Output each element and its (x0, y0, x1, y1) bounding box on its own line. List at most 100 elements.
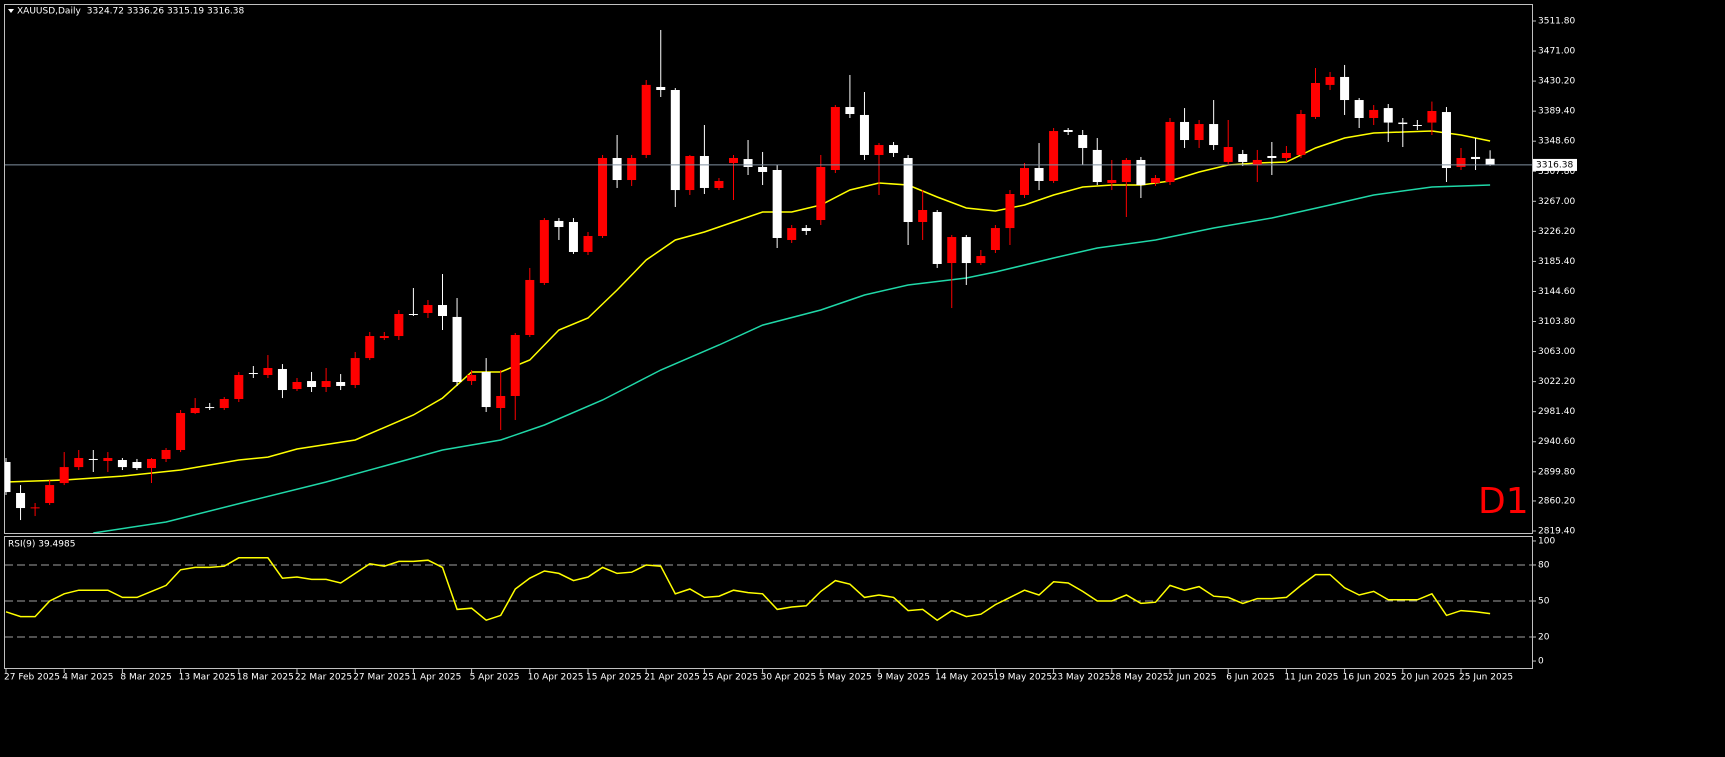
collapse-icon[interactable] (8, 9, 14, 13)
price-line-box (1533, 158, 1577, 171)
candle-body (1209, 124, 1219, 146)
candle-body (699, 156, 709, 188)
candle-body (816, 166, 826, 221)
candle-body (889, 145, 899, 153)
candle-body (423, 305, 433, 313)
candle-body (830, 107, 840, 170)
candle-body (1252, 159, 1262, 165)
x-tick-label: 27 Feb 2025 (4, 673, 60, 683)
candle-body (1078, 135, 1088, 148)
candle-body (1369, 109, 1379, 118)
candle-body (1092, 149, 1102, 183)
candle-body (438, 305, 447, 316)
candle-body (976, 256, 986, 264)
x-tick-label: 25 Apr 2025 (702, 673, 758, 683)
candle-body (394, 314, 404, 337)
candle-body (321, 381, 331, 388)
candle-body (59, 467, 69, 484)
candle-body (190, 407, 200, 414)
ohlc-readout: 3324.72 3336.26 3315.19 3316.38 (87, 7, 245, 17)
candle-body (379, 336, 389, 339)
candle-body (5, 461, 11, 493)
candle-body (147, 458, 156, 469)
candle-body (758, 166, 768, 172)
y-tick-label: 3511.80 (1538, 16, 1575, 26)
candle-body (787, 228, 797, 240)
candle-body (539, 220, 549, 283)
x-tick-label: 6 Jun 2025 (1226, 673, 1274, 683)
price-line-label: 3316.38 (1536, 160, 1573, 170)
rsi-tick-label: 0 (1538, 657, 1544, 667)
candle-body (45, 485, 55, 504)
candle-body (161, 449, 171, 459)
candle-body (554, 220, 564, 228)
candle-body (408, 314, 418, 316)
y-tick-label: 3185.40 (1538, 257, 1575, 267)
x-tick-label: 5 Apr 2025 (470, 673, 520, 683)
x-tick-label: 28 May 2025 (1110, 673, 1169, 683)
candle-body (1238, 154, 1248, 162)
candle-body (1180, 121, 1190, 141)
x-tick-label: 21 Apr 2025 (644, 673, 700, 683)
candle-body (350, 358, 360, 386)
y-tick-label: 3348.60 (1538, 137, 1575, 147)
candle-body (1267, 156, 1277, 158)
candle-body (248, 373, 258, 375)
y-tick-label: 3389.40 (1538, 107, 1575, 117)
y-tick-label: 2860.20 (1538, 496, 1575, 506)
candle-body (1281, 152, 1291, 158)
candle-body (772, 170, 782, 238)
y-tick-label: 3430.20 (1538, 77, 1575, 87)
candle-body (132, 461, 142, 469)
candle-body (1354, 100, 1364, 118)
x-tick-label: 5 May 2025 (819, 673, 872, 683)
candle-body (1165, 121, 1175, 183)
candle-body (990, 228, 1000, 250)
candle-body (918, 209, 928, 223)
candle-body (1150, 178, 1160, 183)
rsi-plot (5, 557, 1532, 638)
candle-body (117, 460, 127, 468)
candle-body (1311, 83, 1320, 117)
y-tick-label: 2981.40 (1538, 407, 1575, 417)
x-tick-label: 20 Jun 2025 (1401, 673, 1455, 683)
candle-body (1296, 114, 1306, 155)
candle-body (1340, 76, 1350, 101)
candle-body (1020, 168, 1029, 195)
rsi-tick-label: 80 (1538, 560, 1550, 570)
candle-body (452, 316, 462, 382)
candle-body (961, 237, 971, 264)
x-tick-label: 27 Mar 2025 (353, 673, 410, 683)
x-tick-label: 14 May 2025 (935, 673, 994, 683)
candle-body (205, 407, 215, 409)
candle-body (263, 368, 273, 375)
x-tick-label: 1 Apr 2025 (411, 673, 461, 683)
candle-body (1223, 147, 1233, 162)
x-tick-label: 23 May 2025 (1052, 673, 1111, 683)
candle-body (1034, 168, 1044, 181)
candle-body (234, 374, 244, 400)
candle-body (1049, 131, 1059, 181)
candle-body (1107, 180, 1117, 183)
candle-body (1325, 76, 1335, 85)
candle-body (670, 90, 680, 191)
moving-average (93, 184, 1491, 533)
candle-body (947, 237, 957, 264)
y-tick-label: 3063.00 (1538, 347, 1575, 357)
candle-body (612, 157, 622, 181)
candle-body (568, 222, 578, 252)
candle-body (1398, 122, 1408, 125)
candle-body (685, 156, 695, 191)
candle-body (598, 157, 608, 236)
y-tick-label: 3022.20 (1538, 377, 1575, 387)
candle-body (16, 493, 26, 509)
candle-body (496, 395, 506, 408)
y-tick-label: 3307.80 (1538, 167, 1575, 177)
rsi-tick-label: 100 (1538, 536, 1555, 546)
candle-body (74, 458, 84, 468)
candle-body (103, 458, 113, 461)
y-tick-label: 3267.00 (1538, 197, 1575, 207)
x-tick-label: 18 Mar 2025 (237, 673, 294, 683)
y-tick-label: 3226.20 (1538, 227, 1575, 237)
